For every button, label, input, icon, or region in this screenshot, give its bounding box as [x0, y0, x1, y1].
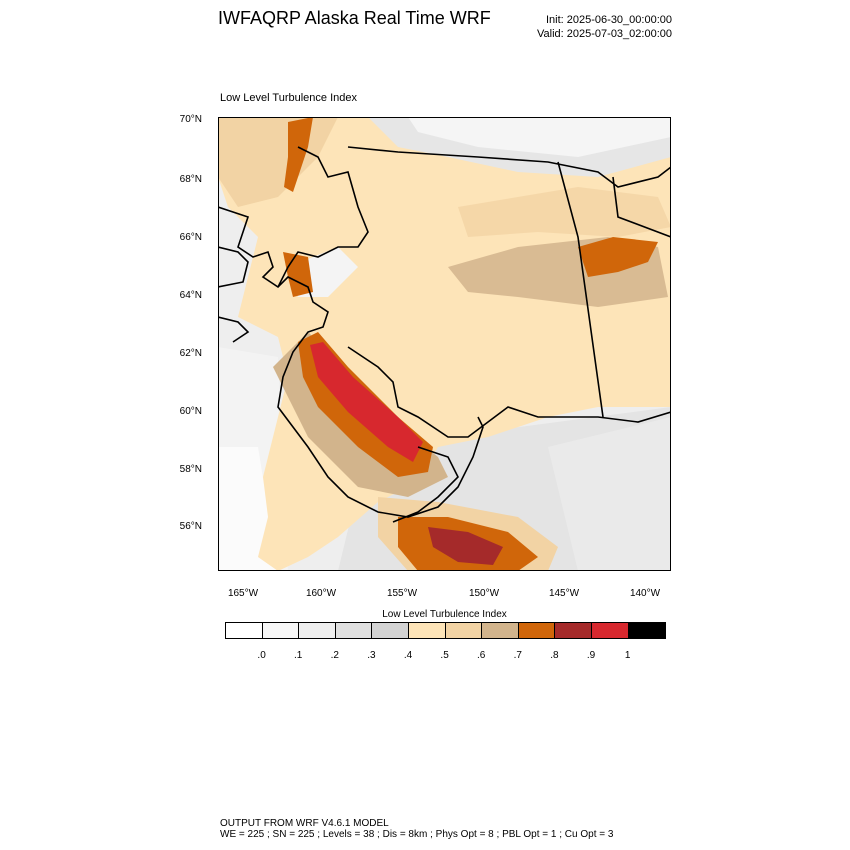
colorbar-swatch [226, 623, 263, 638]
colorbar-tick-label: .9 [586, 650, 596, 661]
lat-label: 62°N [179, 348, 202, 359]
gulf-red-plume [428, 527, 503, 565]
colorbar-swatch [408, 623, 446, 638]
colorbar-tick-label: .8 [550, 650, 559, 661]
lon-label: 160°W [305, 588, 337, 599]
colorbar-tick-label: .6 [477, 650, 486, 661]
interior-mid [458, 187, 671, 237]
colorbar-tick-label: .5 [440, 650, 449, 661]
colorbar [225, 622, 667, 639]
colorbar-tick-label: .4 [403, 650, 413, 661]
colorbar-tick-label: .1 [294, 650, 303, 661]
north-ocean-white [408, 117, 671, 157]
colorbar-swatch [591, 623, 629, 638]
northwest-orange [284, 117, 313, 192]
colorbar-swatch [482, 623, 519, 638]
init-time: Init: 2025-06-30_00:00:00 [546, 14, 672, 26]
colorbar-tick-label: 1 [624, 650, 631, 661]
colorbar-swatch [299, 623, 336, 638]
colorbar-swatch [628, 623, 666, 638]
international-border [557, 161, 604, 418]
border-east [612, 176, 671, 238]
lat-label: 60°N [179, 406, 202, 417]
lon-label: 140°W [629, 588, 661, 599]
run-times: Init: 2025-06-30_00:00:00 Valid: 2025-07… [537, 13, 672, 41]
lon-label: 150°W [468, 588, 500, 599]
lat-label: 66°N [179, 232, 202, 243]
lon-label: 165°W [227, 588, 259, 599]
colorbar-tick-label: .3 [367, 650, 376, 661]
lon-label: 145°W [548, 588, 580, 599]
colorbar-tick-label: .2 [330, 650, 339, 661]
colorbar-swatch [518, 623, 556, 638]
lat-label: 70°N [179, 114, 202, 125]
gulf-white [548, 417, 671, 571]
colorbar-swatch [262, 623, 300, 638]
lat-label: 58°N [179, 464, 202, 475]
peninsula-red-band [310, 342, 423, 462]
colorbar-swatch [555, 623, 592, 638]
colorbar-swatch [372, 623, 409, 638]
turbulence-map [218, 117, 671, 571]
lat-label: 68°N [179, 174, 202, 185]
model-footer: OUTPUT FROM WRF V4.6.1 MODEL WE = 225 ; … [220, 818, 613, 840]
coastlines [218, 146, 671, 523]
colorbar-title: Low Level Turbulence Index [382, 609, 507, 620]
lon-label: 155°W [386, 588, 418, 599]
colorbar-swatch [445, 623, 483, 638]
colorbar-swatch [335, 623, 373, 638]
field-label: Low Level Turbulence Index [220, 92, 357, 104]
colorbar-tick-label: .7 [513, 650, 522, 661]
valid-time: Valid: 2025-07-03_02:00:00 [537, 28, 672, 40]
colorbar-tick-label: .0 [257, 650, 266, 661]
yukon-orange [578, 237, 658, 277]
footer-line-config: WE = 225 ; SN = 225 ; Levels = 38 ; Dis … [220, 829, 614, 840]
footer-line-model: OUTPUT FROM WRF V4.6.1 MODEL [220, 818, 389, 829]
lat-label: 56°N [179, 521, 202, 532]
plot-title: IWFAQRP Alaska Real Time WRF [218, 8, 491, 28]
lat-label: 64°N [179, 290, 202, 301]
